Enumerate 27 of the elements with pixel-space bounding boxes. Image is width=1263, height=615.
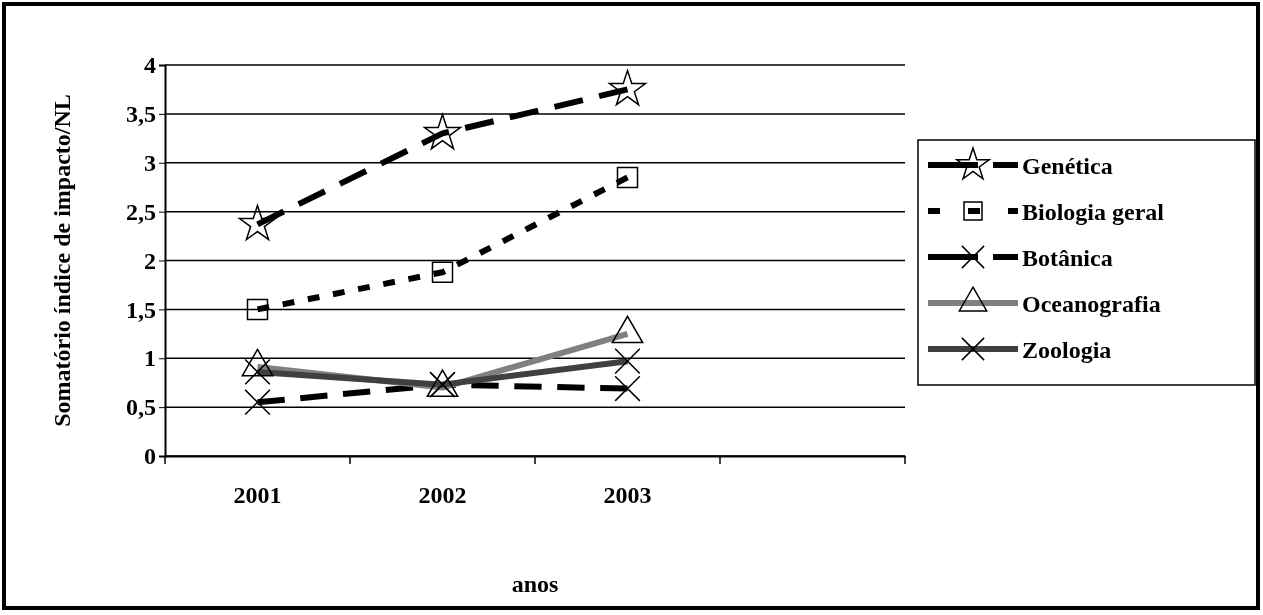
y-tick-label: 3,5 [126,101,156,128]
x-axis-title: anos [511,571,559,597]
x-tick-label: 2003 [603,482,652,509]
point [431,261,454,283]
y-tick-label: 1 [144,345,156,372]
legend-label: Biologia geral [1022,199,1165,225]
y-tick-label: 2,5 [126,198,156,225]
legend-label: Botânica [1022,245,1113,271]
point [423,113,462,150]
point [238,204,277,241]
y-tick-label: 1,5 [126,296,156,323]
x-tick-label: 2002 [418,482,467,509]
x-tick-label: 2001 [233,482,282,509]
point [244,389,271,416]
legend-label: Zoologia [1022,337,1112,363]
y-tick-label: 0,5 [126,394,156,421]
y-tick-label: 3 [144,149,156,176]
y-tick-label: 4 [144,52,156,79]
y-tick-label: 2 [144,247,156,274]
point [246,298,269,321]
legend-label: Genética [1022,153,1113,179]
y-axis-title: Somatório índice de impacto/NL [49,94,75,427]
point [616,166,639,189]
legend-label: Oceanografia [1022,291,1161,317]
point [608,69,647,106]
y-tick-label: 0 [144,443,156,470]
point [614,375,641,402]
